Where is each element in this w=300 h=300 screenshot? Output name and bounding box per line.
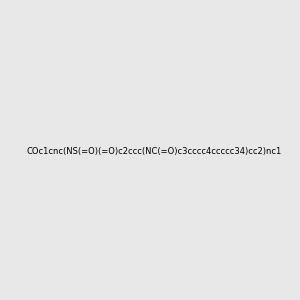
Text: COc1cnc(NS(=O)(=O)c2ccc(NC(=O)c3cccc4ccccc34)cc2)nc1: COc1cnc(NS(=O)(=O)c2ccc(NC(=O)c3cccc4ccc… <box>26 147 281 156</box>
